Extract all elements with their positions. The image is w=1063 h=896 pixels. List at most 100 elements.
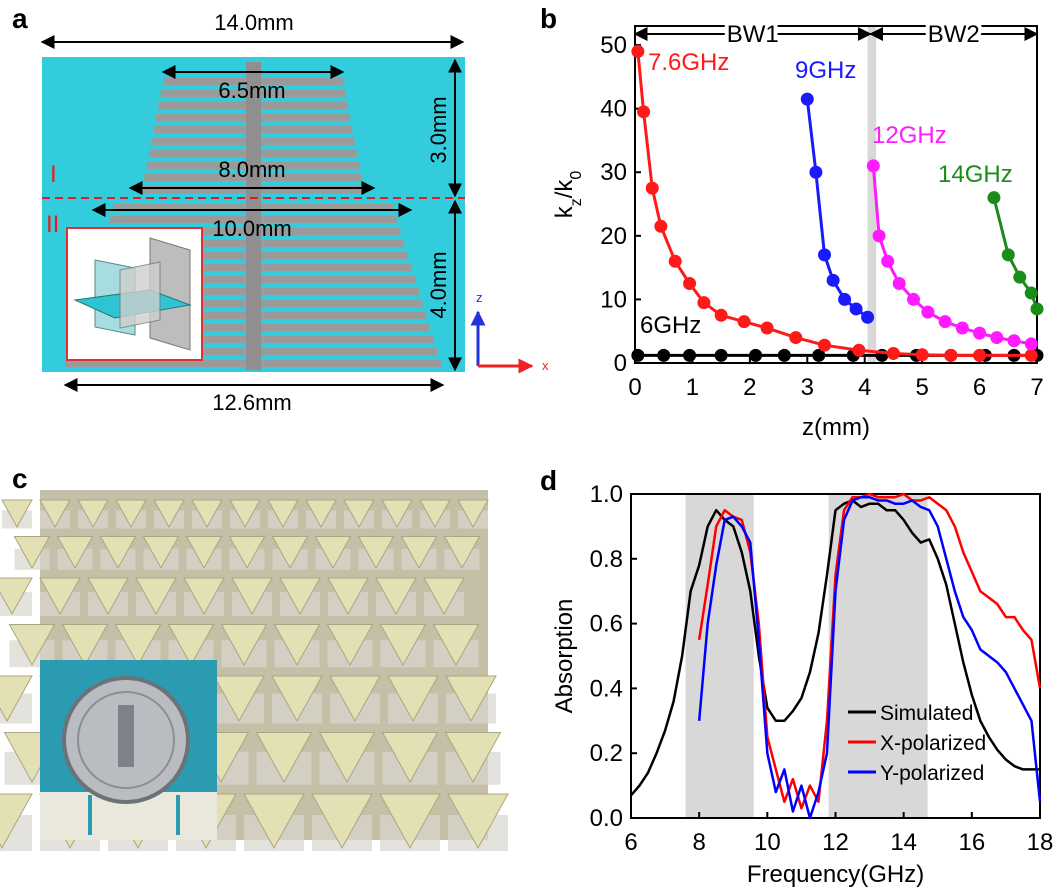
y-axis-title-part: z bbox=[568, 198, 585, 206]
data-point bbox=[801, 93, 814, 106]
data-point bbox=[1031, 302, 1044, 315]
panel-label: d bbox=[540, 465, 557, 496]
data-point bbox=[697, 296, 710, 309]
x-tick-label: 6 bbox=[973, 374, 986, 401]
region-label: BW2 bbox=[928, 21, 980, 48]
data-point bbox=[683, 277, 696, 290]
series-label: 6GHz bbox=[640, 312, 701, 339]
data-point bbox=[850, 302, 863, 315]
panel-label: b bbox=[540, 3, 557, 34]
data-point bbox=[921, 306, 934, 319]
y-tick-label: 40 bbox=[600, 96, 627, 123]
data-point bbox=[907, 293, 920, 306]
data-point bbox=[956, 322, 969, 335]
data-point bbox=[990, 331, 1003, 344]
series-line bbox=[638, 51, 1031, 355]
data-point bbox=[916, 348, 929, 361]
data-point bbox=[861, 311, 874, 324]
dimension-label: 3.0mm bbox=[426, 96, 451, 163]
x-tick-label: 0 bbox=[628, 374, 641, 401]
panel-c: c bbox=[0, 463, 508, 851]
panel-a: I II 14.0mm 6.5mm 8.0mm 10.0mm 12.6mm 3.… bbox=[12, 3, 549, 415]
data-point bbox=[1025, 337, 1038, 350]
data-point bbox=[867, 159, 880, 172]
y-axis-title-part: 0 bbox=[568, 171, 585, 180]
series-label: 7.6GHz bbox=[648, 49, 729, 76]
inset bbox=[67, 228, 202, 360]
data-point bbox=[778, 349, 791, 362]
axis-label: x bbox=[542, 358, 549, 373]
data-point bbox=[818, 248, 831, 261]
y-tick-label: 50 bbox=[600, 32, 627, 59]
data-point bbox=[1002, 248, 1015, 261]
data-point bbox=[715, 349, 728, 362]
data-point bbox=[631, 349, 644, 362]
y-tick-label: 0.4 bbox=[590, 675, 623, 702]
data-point bbox=[809, 166, 822, 179]
data-point bbox=[761, 322, 774, 335]
data-point bbox=[631, 45, 644, 58]
x-tick-label: 1 bbox=[686, 374, 699, 401]
x-axis-title: Frequency(GHz) bbox=[747, 861, 924, 888]
data-point bbox=[1013, 271, 1026, 284]
dimension-label: 12.6mm bbox=[212, 390, 291, 415]
axis-label: z bbox=[476, 290, 483, 305]
x-tick-label: 16 bbox=[958, 829, 985, 856]
x-tick-label: 5 bbox=[915, 374, 928, 401]
y-tick-label: 0.6 bbox=[590, 611, 623, 638]
region-label: BW1 bbox=[727, 21, 779, 48]
panel-label: c bbox=[12, 463, 28, 494]
dimension-label: 10.0mm bbox=[212, 216, 291, 241]
y-tick-label: 1.0 bbox=[590, 481, 623, 508]
data-point bbox=[1008, 334, 1021, 347]
data-point bbox=[637, 105, 650, 118]
data-point bbox=[749, 349, 762, 362]
x-tick-label: 18 bbox=[1027, 829, 1054, 856]
x-tick-label: 2 bbox=[743, 374, 756, 401]
panel-label: a bbox=[12, 3, 28, 34]
y-tick-label: 0.8 bbox=[590, 546, 623, 573]
x-tick-label: 10 bbox=[754, 829, 781, 856]
x-tick-label: 14 bbox=[890, 829, 917, 856]
data-point bbox=[669, 255, 682, 268]
data-point bbox=[852, 344, 865, 357]
data-point bbox=[1025, 287, 1038, 300]
x-tick-label: 8 bbox=[692, 829, 705, 856]
y-tick-label: 0.0 bbox=[590, 805, 623, 832]
dimension-label: 8.0mm bbox=[218, 157, 285, 182]
region-label: I bbox=[50, 161, 57, 188]
series-label: 12GHz bbox=[872, 122, 947, 149]
legend-label: Simulated bbox=[880, 702, 973, 725]
y-axis-title: kz/k0 bbox=[551, 171, 585, 219]
x-tick-label: 3 bbox=[801, 374, 814, 401]
data-point bbox=[654, 220, 667, 233]
region-label: II bbox=[46, 211, 59, 238]
y-tick-label: 0 bbox=[614, 350, 627, 377]
data-point bbox=[818, 339, 831, 352]
y-axis-title-part: /k bbox=[551, 179, 578, 199]
y-tick-label: 20 bbox=[600, 223, 627, 250]
y-axis-title: Absorption bbox=[551, 599, 578, 714]
data-point bbox=[838, 293, 851, 306]
data-point bbox=[683, 349, 696, 362]
y-axis-title-part: Absorption bbox=[551, 599, 578, 714]
x-tick-label: 4 bbox=[858, 374, 871, 401]
data-point bbox=[646, 182, 659, 195]
data-point bbox=[1025, 349, 1038, 362]
x-axis-title: z(mm) bbox=[802, 414, 870, 441]
coin-inset bbox=[40, 660, 217, 840]
dimension-label: 6.5mm bbox=[218, 78, 285, 103]
data-point bbox=[973, 327, 986, 340]
data-point bbox=[987, 191, 1000, 204]
data-point bbox=[657, 349, 670, 362]
dimension-label: 14.0mm bbox=[214, 10, 293, 35]
data-point bbox=[973, 349, 986, 362]
series-label: 9GHz bbox=[795, 57, 856, 84]
legend-label: X-polarized bbox=[880, 732, 986, 755]
data-point bbox=[893, 277, 906, 290]
dimension-label: 4.0mm bbox=[426, 251, 451, 318]
data-point bbox=[789, 331, 802, 344]
series-label: 14GHz bbox=[938, 161, 1013, 188]
y-tick-label: 30 bbox=[600, 159, 627, 186]
data-point bbox=[939, 315, 952, 328]
